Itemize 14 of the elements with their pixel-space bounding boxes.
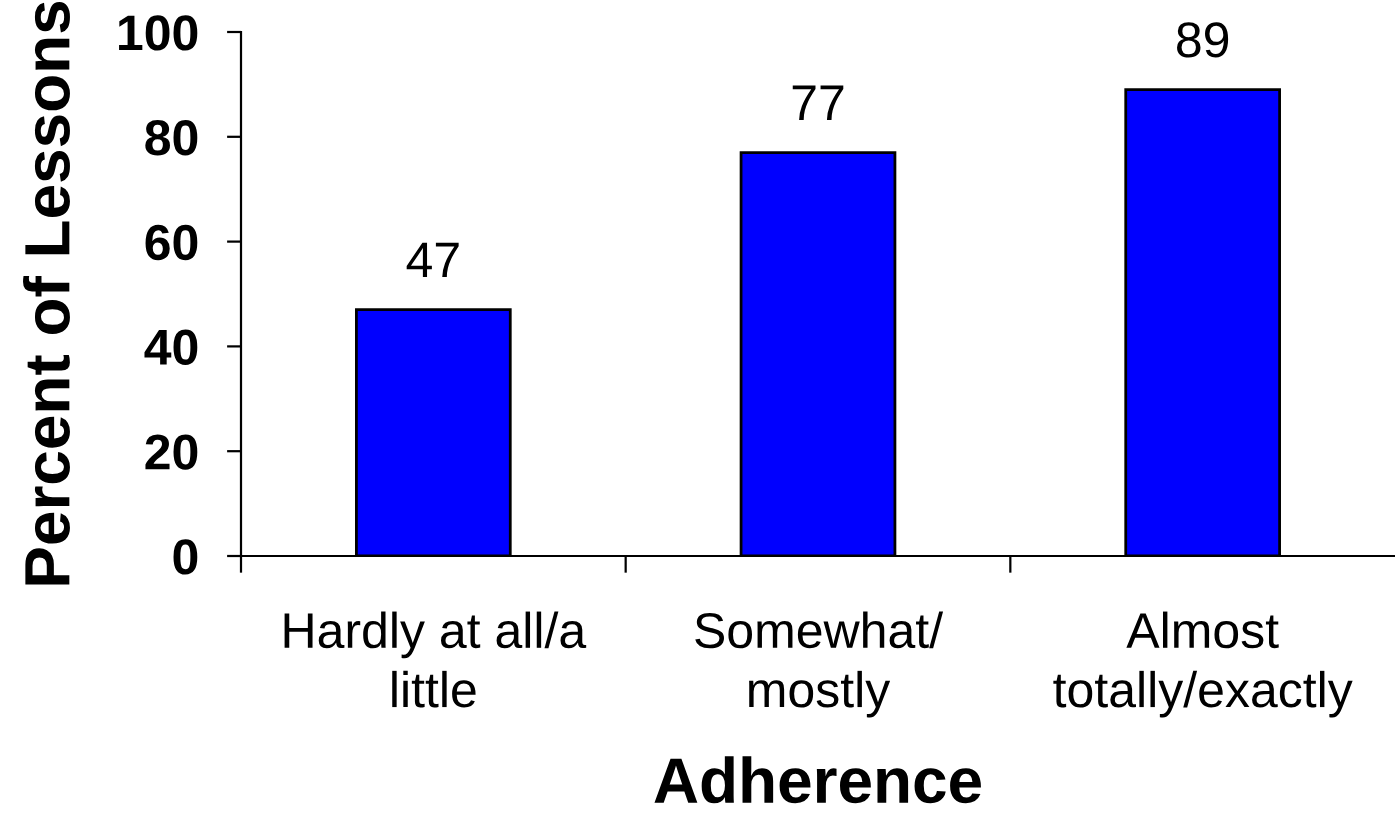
data-label: 77 xyxy=(792,85,844,120)
x-tick-label: Almost totally/exactly xyxy=(1053,611,1353,718)
y-tick-label: 60 xyxy=(145,224,198,261)
x-tick-label: Hardly at all/a little xyxy=(284,611,587,708)
y-tick-label: 80 xyxy=(145,120,198,156)
y-axis-title: Percent of Lessons xyxy=(23,1,70,585)
data-label: 89 xyxy=(1177,22,1229,58)
x-axis-title: Adherence xyxy=(654,756,981,804)
y-tick-label: 40 xyxy=(144,329,198,366)
x-tick-label: Somewhat/ mostly xyxy=(695,611,944,718)
y-tick-label: 0 xyxy=(173,539,198,575)
y-tick-label: 100 xyxy=(119,15,198,51)
data-label: 47 xyxy=(406,242,459,278)
y-tick-label: 20 xyxy=(145,434,198,470)
